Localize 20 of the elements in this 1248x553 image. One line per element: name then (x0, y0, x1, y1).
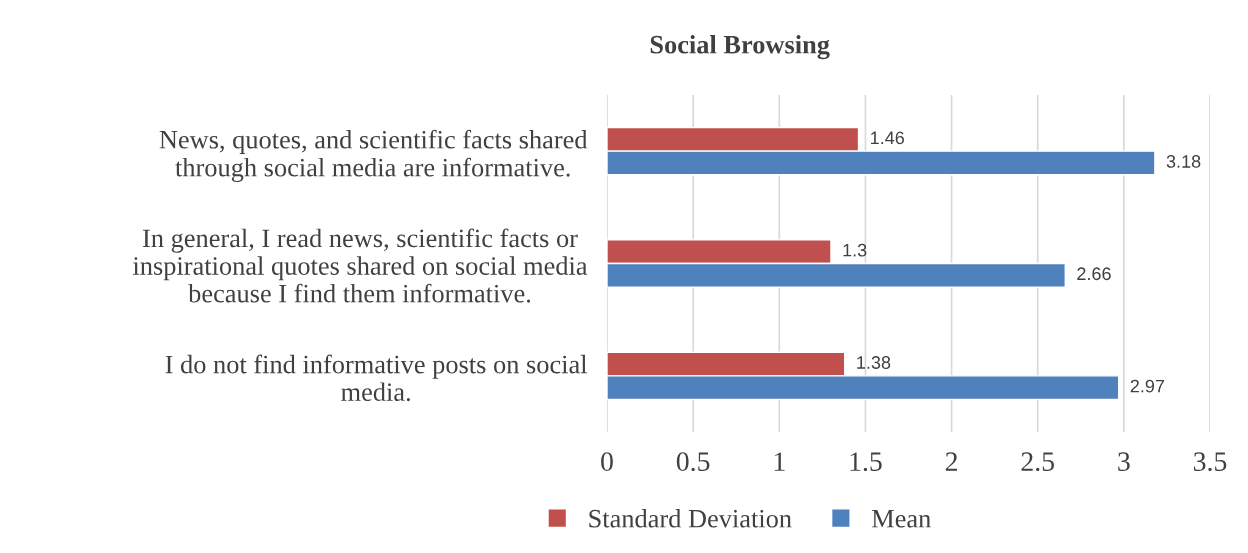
y-tick-label: News, quotes, and scientific facts shared through social media are informative. (159, 129, 588, 182)
y-tick-label: In general, I read news, scientific facts or inspirational quotes shared on social media because I find them informative. (133, 228, 588, 303)
x-tick-label: 3 (1118, 452, 1130, 471)
data-label: 1.3 (843, 243, 867, 257)
legend-label: Standard Deviation (589, 509, 792, 528)
data-label: 2.97 (1130, 379, 1165, 393)
x-tick-label: 0.5 (676, 452, 710, 472)
x-tick-label: 1.5 (850, 452, 882, 472)
data-label: 1.46 (871, 131, 904, 145)
x-tick-label: 1 (774, 452, 785, 471)
x-tick-label: 2 (945, 452, 957, 471)
data-label: 3.18 (1166, 155, 1201, 168)
x-tick-label: 2.5 (1021, 452, 1054, 472)
data-label: 1.38 (857, 356, 891, 369)
chart-title: Social Browsing (650, 35, 830, 60)
y-tick-label: I do not find informative posts on social media. (165, 354, 588, 402)
legend-label: Mean (871, 510, 931, 528)
data-label: 2.66 (1077, 267, 1111, 281)
x-tick-label: 0 (601, 452, 613, 471)
x-tick-label: 3.5 (1193, 452, 1227, 472)
